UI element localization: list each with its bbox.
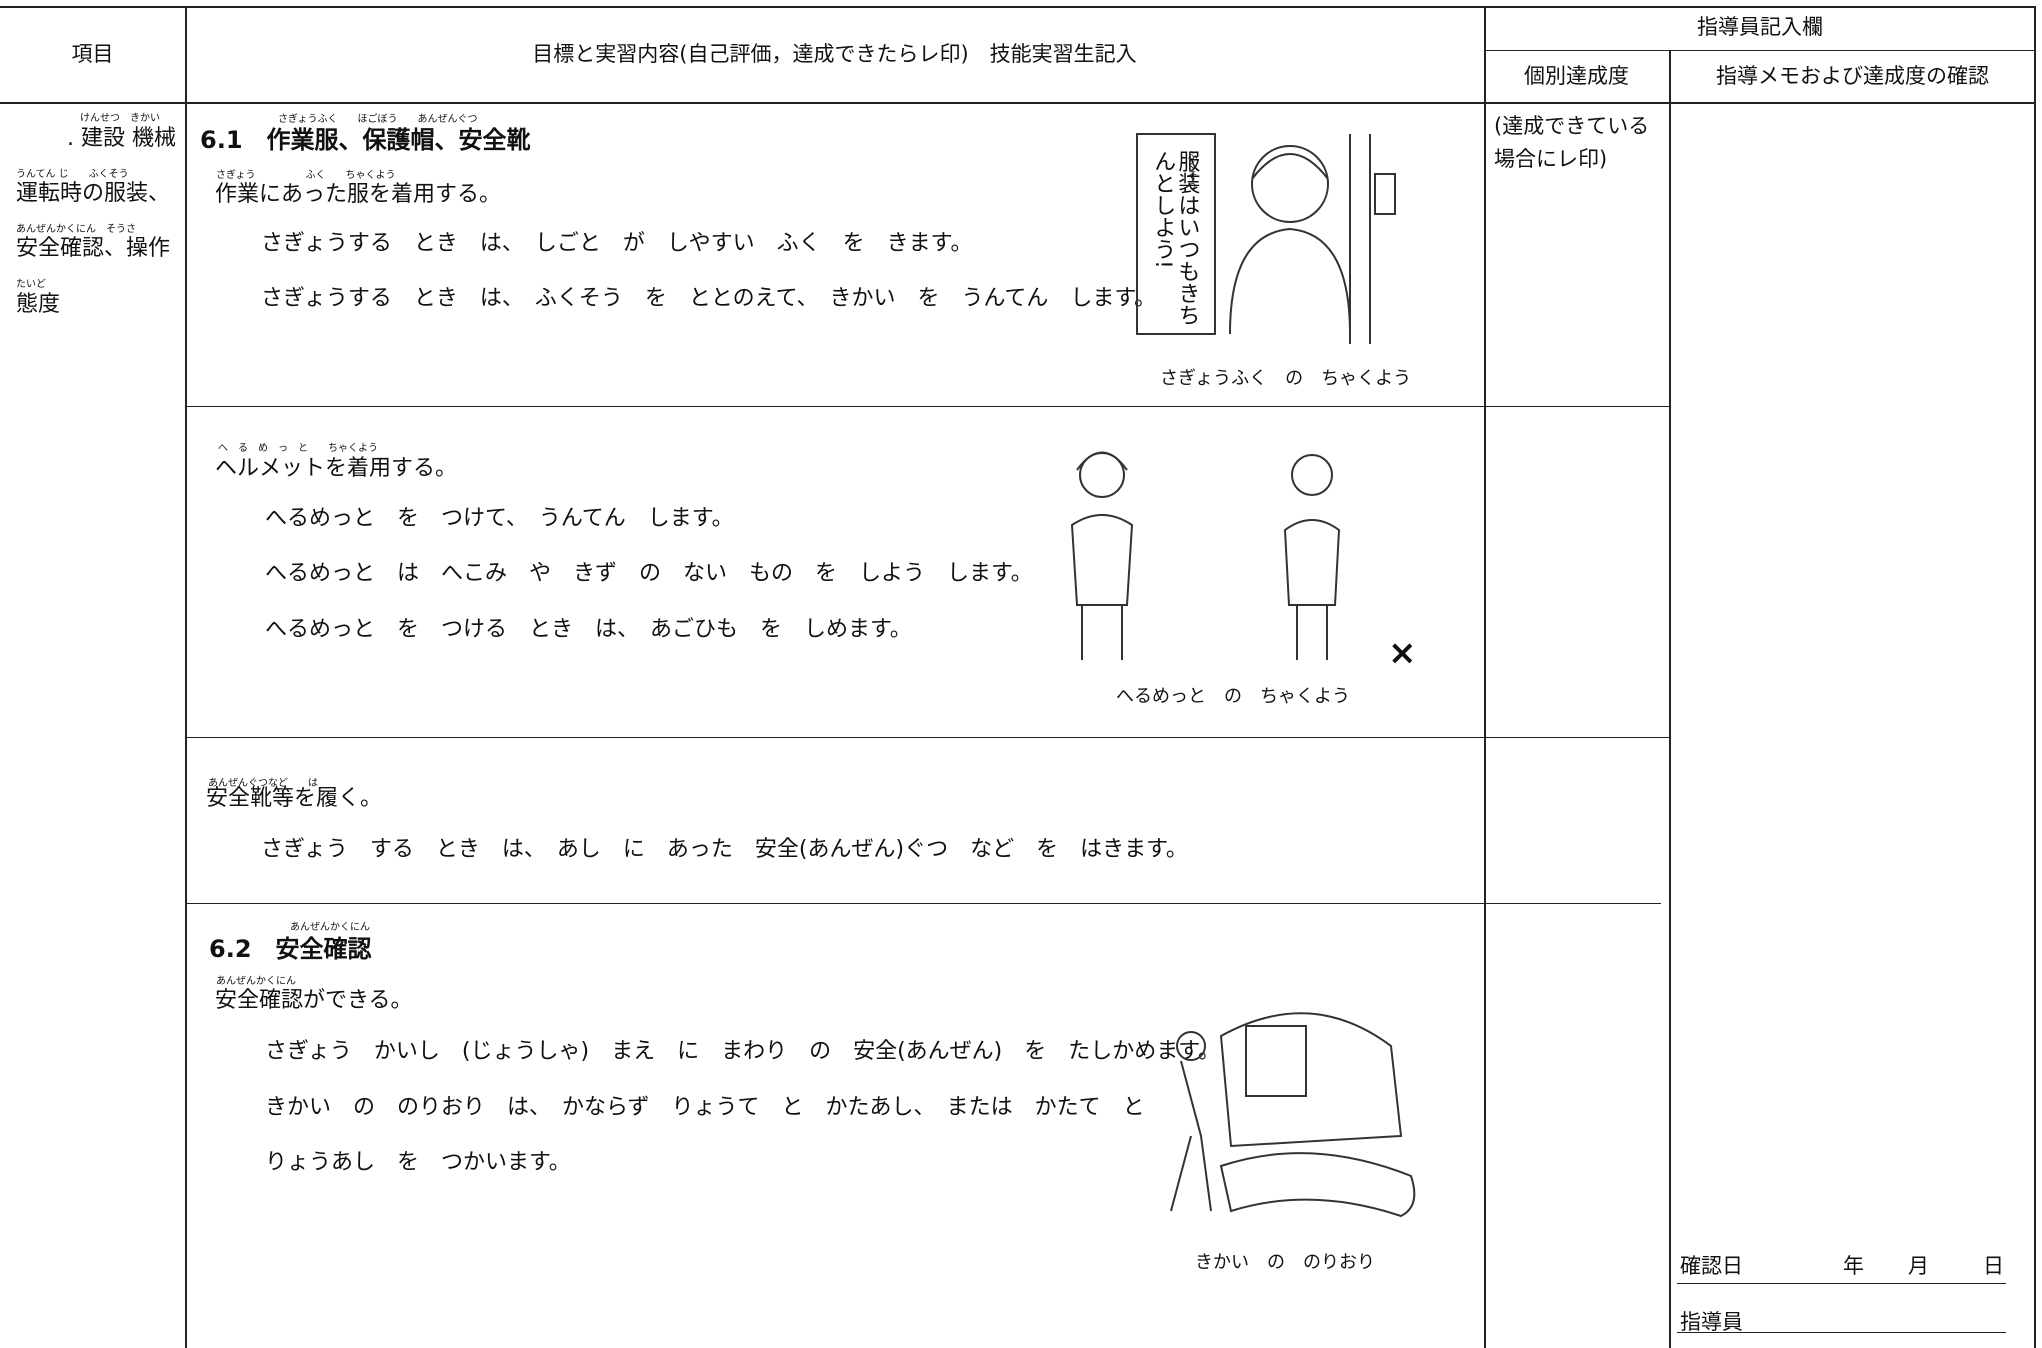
header-content: 目標と実習内容(自己評価，達成できたらレ印) 技能実習生記入: [532, 42, 1137, 66]
line: さぎょうする とき は、 ふくそう を ととのえて、 きかい を うんてん しま…: [261, 286, 1157, 311]
confirm-month: 月: [1908, 1254, 1929, 1278]
ruby: あんぜんかくにん そうさ: [16, 224, 136, 235]
line: きかい の のりおり は、 かならず りょうて と かたあし、 または かたて …: [265, 1095, 1145, 1120]
confirm-instructor: 指導員: [1680, 1310, 1743, 1334]
heading: 6.2 安全確認: [209, 935, 372, 963]
illustration: [1070, 451, 1341, 660]
underline: [1677, 1332, 2006, 1333]
line: へるめっと は へこみ や きず の ない もの を しよう します。: [265, 561, 1033, 586]
goal: ヘルメットを着用する。: [215, 456, 458, 481]
header-instructor: 指導員記入欄: [1697, 15, 1823, 39]
ruby: けんせつ きかい: [80, 113, 160, 124]
heading: 6.1 作業服、保護帽、安全靴: [200, 126, 531, 154]
rule: [1484, 50, 2036, 51]
rule: [185, 737, 1669, 738]
rule: [1484, 6, 1486, 1348]
line: りょうあし を つかいます。: [265, 1150, 571, 1175]
goal: 作業にあった服を着用する。: [215, 182, 502, 207]
ruby: たいど: [16, 279, 46, 290]
confirm-date: 確認日: [1680, 1254, 1743, 1278]
ruby: あんぜんかくにん: [290, 922, 370, 933]
goal: 安全確認ができる。: [215, 988, 413, 1013]
confirm-day: 日: [1983, 1254, 2004, 1278]
caption: へるめっと の ちゃくよう: [1116, 686, 1350, 707]
ruby: ふくそう: [1185, 150, 1196, 190]
line: さぎょう かいし (じょうしゃ) まえ に まわり の 安全(あんぜん) を た…: [265, 1039, 1221, 1064]
rule: [1669, 50, 1671, 1348]
ruby: うんてん じ ふくそう: [16, 169, 129, 180]
sign: 服装はいつもきちんとしよう!: [1150, 150, 1200, 326]
item-line: . 建設 機械: [67, 126, 176, 151]
rule: [0, 102, 2036, 104]
ruby: さぎょうふく ほごぼう あんぜんぐつ: [278, 114, 478, 125]
rule: [0, 6, 2036, 8]
item-line: 態度: [16, 292, 61, 317]
caption: さぎょうふく の ちゃくよう: [1160, 368, 1412, 389]
item-line: 安全確認、操作: [16, 236, 171, 261]
line: さぎょう する とき は、 あし に あった 安全(あんぜん)ぐつ など を は…: [261, 837, 1188, 862]
line: さぎょうする とき は、 しごと が しやすい ふく を きます。: [261, 231, 973, 256]
header-achievement: 個別達成度: [1524, 64, 1629, 88]
wrong-mark: ×: [1388, 633, 1417, 673]
rule: [185, 6, 187, 1348]
rule: [2034, 6, 2036, 1348]
header-memo: 指導メモおよび達成度の確認: [1716, 64, 1989, 88]
line: へるめっと を つける とき は、 あごひも を しめます。: [265, 617, 912, 642]
ruby: へ る め っ と ちゃくよう: [218, 443, 378, 454]
illustration: [1170, 1012, 1416, 1218]
rule: [185, 903, 1661, 904]
ruby: あんぜんぐつなど は: [208, 778, 318, 789]
ruby: あんぜんかくにん: [216, 976, 296, 987]
caption: きかい の のりおり: [1195, 1252, 1375, 1273]
ruby: さぎょう ふく ちゃくよう: [216, 170, 396, 181]
illustration: [1136, 133, 1396, 344]
rule: [185, 406, 1669, 407]
line: へるめっと を つけて、 うんてん します。: [265, 506, 734, 531]
confirm-year: 年: [1843, 1254, 1864, 1278]
underline: [1677, 1283, 2006, 1284]
achievement: 場合にレ印): [1494, 147, 1608, 171]
header-item: 項目: [71, 42, 114, 66]
achievement: (達成できている: [1494, 114, 1650, 138]
item-line: 運転時の服装、: [16, 181, 171, 206]
goal: 安全靴等を履く。: [206, 786, 383, 811]
